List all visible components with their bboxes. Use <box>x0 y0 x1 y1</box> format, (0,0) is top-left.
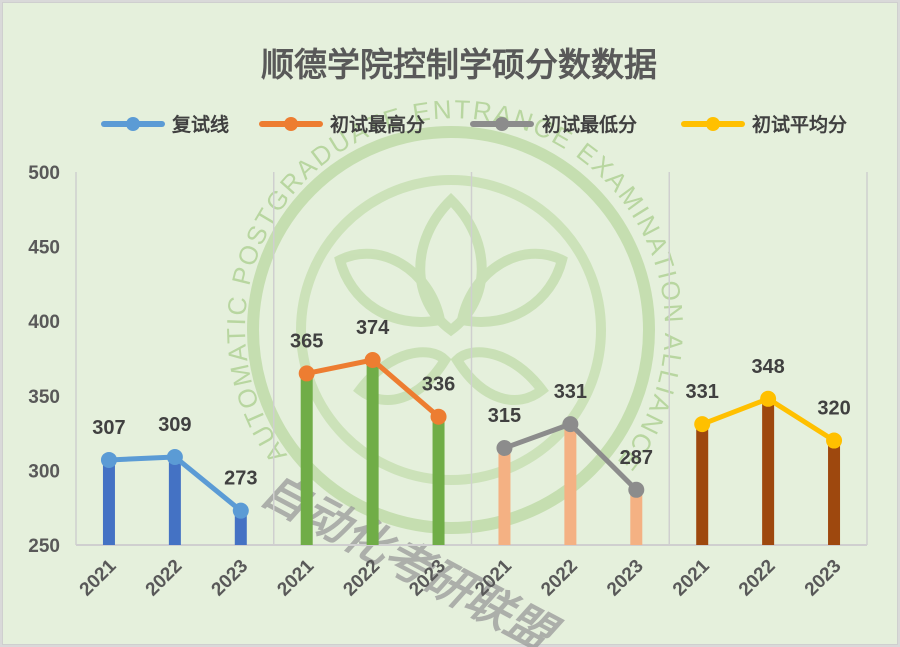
x-tick-label: 2023 <box>801 556 846 601</box>
legend-item: 初试最低分 <box>470 113 637 136</box>
bar <box>564 424 577 545</box>
bar <box>498 448 511 545</box>
y-tick-label: 250 <box>28 536 60 557</box>
series-marker-icon <box>760 390 777 407</box>
leaf-icon <box>334 193 568 405</box>
legend-dot-icon <box>126 117 140 131</box>
bar <box>102 459 115 545</box>
data-label: 374 <box>356 317 390 339</box>
series-marker-icon <box>826 432 843 449</box>
x-tick-label: 2021 <box>76 555 121 600</box>
legend-item: 初试平均分 <box>681 113 847 136</box>
legend-label: 初试平均分 <box>752 113 847 136</box>
data-labels: 307 309 273 365 374 336 315 331 287 331 348 320 <box>92 317 850 490</box>
series-marker-icon <box>232 502 249 519</box>
bar <box>432 416 445 545</box>
legend-dot-icon <box>495 117 509 131</box>
watermark: AUTOMATIC POSTGRADUATE ENTRANCE EXAMINAT… <box>221 94 689 647</box>
data-label: 307 <box>92 417 125 439</box>
bar <box>696 424 709 545</box>
x-tick-label: 2022 <box>142 556 187 601</box>
watermark-chinese-text: 自动化考研联盟 <box>253 462 568 647</box>
series-marker-icon <box>100 451 117 468</box>
bar <box>234 510 247 545</box>
data-label: 365 <box>290 330 323 352</box>
data-label: 336 <box>422 374 455 396</box>
series-marker-icon <box>562 416 579 433</box>
data-label: 331 <box>554 381 587 403</box>
x-tick-label: 2021 <box>273 555 318 600</box>
series-marker-icon <box>628 481 645 498</box>
series-marker-icon <box>364 351 381 368</box>
x-tick-label: 2021 <box>669 555 714 600</box>
plot-grid <box>75 172 868 546</box>
bar <box>630 489 643 545</box>
bar <box>366 359 379 545</box>
bars <box>102 359 841 545</box>
data-label: 320 <box>817 398 850 420</box>
y-tick-label: 450 <box>28 238 60 259</box>
legend-label: 复试线 <box>171 113 229 136</box>
y-tick-label: 400 <box>28 312 60 333</box>
data-label: 331 <box>686 381 719 403</box>
watermark-ring-text: AUTOMATIC POSTGRADUATE ENTRANCE EXAMINAT… <box>221 94 689 478</box>
series-marker-icon <box>496 440 513 457</box>
x-tick-label: 2023 <box>208 556 253 601</box>
bar <box>168 456 181 545</box>
data-label: 287 <box>620 447 653 469</box>
lines <box>100 351 843 519</box>
legend-item: 初试最高分 <box>259 113 425 136</box>
legend-label: 初试最低分 <box>542 113 637 136</box>
y-axis: 500 450 400 350 300 250 <box>28 163 60 557</box>
bar <box>300 373 313 545</box>
data-label: 309 <box>158 414 191 436</box>
data-label: 273 <box>224 468 257 490</box>
y-tick-label: 300 <box>28 461 60 482</box>
series-marker-icon <box>430 408 447 425</box>
data-label: 348 <box>751 356 784 378</box>
y-tick-label: 350 <box>28 387 60 408</box>
x-tick-label: 2023 <box>603 556 648 601</box>
series-marker-icon <box>298 365 315 382</box>
series-marker-icon <box>694 416 711 433</box>
chart-title: 顺德学院控制学硕分数数据 <box>261 45 657 84</box>
y-tick-label: 500 <box>28 163 60 184</box>
series-marker-icon <box>166 448 183 465</box>
x-tick-label: 2022 <box>735 556 780 601</box>
legend-dot-icon <box>284 117 298 131</box>
legend: 复试线 初试最高分 初试最低分 初试平均分 <box>101 113 847 136</box>
bar <box>828 440 841 545</box>
watermark-inner-ring <box>296 175 606 485</box>
x-tick-label: 2022 <box>537 556 582 601</box>
data-label: 315 <box>488 405 521 427</box>
legend-dot-icon <box>706 117 720 131</box>
legend-item: 复试线 <box>101 113 229 136</box>
legend-label: 初试最高分 <box>330 113 425 136</box>
watermark-ring <box>247 126 655 534</box>
bar <box>762 398 775 545</box>
